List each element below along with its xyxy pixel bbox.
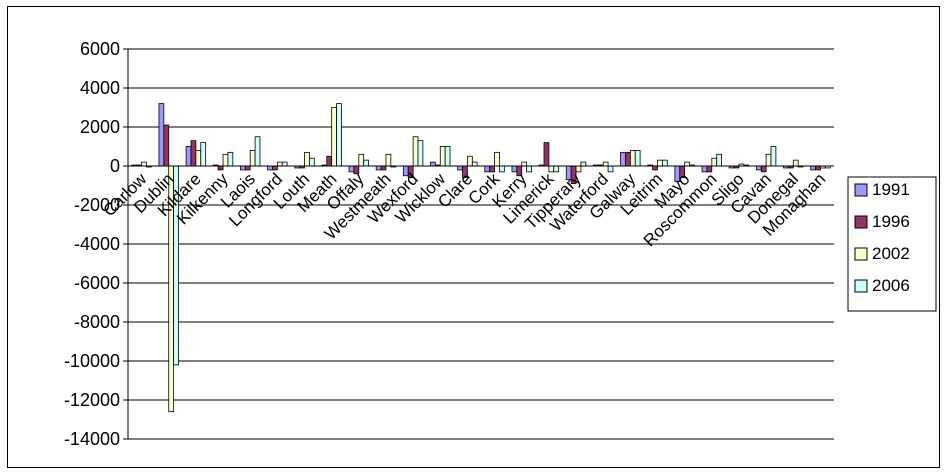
bar: [770, 146, 777, 167]
bar: [217, 165, 224, 171]
bar: [607, 165, 614, 173]
bar: [363, 159, 369, 167]
legend: 1991 1996 2002 2006: [847, 176, 937, 312]
y-tick-label: 4000: [80, 78, 120, 98]
bar: [185, 146, 192, 167]
bar: [358, 153, 365, 167]
bar: [200, 142, 207, 167]
bar: [281, 161, 288, 167]
bar: [580, 161, 587, 167]
bar: [249, 149, 256, 167]
bar: [521, 161, 528, 167]
bar: [543, 142, 550, 167]
bar: [792, 159, 799, 167]
bar: [412, 136, 419, 167]
bar: [158, 103, 165, 167]
bar: [336, 103, 342, 167]
bar: [634, 149, 641, 167]
bars: [131, 103, 831, 413]
bar: [244, 165, 251, 171]
bar: [304, 151, 310, 167]
bar: [684, 161, 690, 167]
bar: [326, 155, 333, 167]
y-tick-label: 6000: [80, 39, 120, 59]
bar: [163, 124, 170, 167]
bar: [141, 161, 147, 167]
bar: [254, 136, 261, 167]
legend-label: 1991: [872, 180, 910, 199]
legend-label: 2002: [872, 244, 910, 263]
bar: [499, 165, 505, 173]
bar: [190, 140, 197, 167]
bar: [195, 149, 202, 167]
y-tick-label: 2000: [80, 117, 120, 137]
legend-label: 1996: [872, 212, 910, 231]
bar: [444, 146, 451, 167]
bar: [439, 146, 446, 167]
bar: [620, 151, 626, 167]
bar: [629, 149, 636, 167]
bar: [467, 155, 473, 167]
y-tick-label: -6000: [74, 273, 120, 293]
y-tick-label: -10000: [64, 351, 120, 371]
bar: [765, 153, 772, 167]
bar: [553, 165, 560, 173]
bar: [657, 159, 663, 167]
bar: [716, 153, 722, 167]
legend-swatch: [854, 279, 868, 293]
chart-area: 6000 4000 2000 0 -2000 -4000 -6000 -8000 -10000 -…: [7, 6, 940, 468]
y-tick-label: -12000: [64, 390, 120, 410]
bar: [417, 140, 424, 167]
bar: [526, 165, 532, 173]
bar: [625, 151, 631, 167]
bar: [385, 153, 392, 167]
legend-swatch: [854, 247, 868, 261]
bar: [471, 161, 478, 167]
axes: [123, 48, 834, 440]
bar: [575, 165, 582, 173]
bar: [272, 165, 278, 171]
bar: [711, 157, 718, 167]
bar: [331, 107, 337, 167]
bar: [222, 153, 229, 167]
bar: [602, 161, 609, 167]
bar: [548, 165, 555, 173]
bar: [661, 159, 668, 167]
bar: [308, 157, 315, 167]
bar: [276, 161, 283, 167]
legend-label: 2006: [872, 276, 910, 295]
y-tick-label: -14000: [64, 429, 120, 449]
y-tick-label: -2000: [74, 195, 120, 215]
bar-chart: 6000 4000 2000 0 -2000 -4000 -6000 -8000 -10000 -…: [64, 39, 937, 449]
bar: [652, 165, 658, 171]
bar: [430, 161, 436, 167]
legend-swatch: [854, 215, 868, 229]
y-tick-label: -4000: [74, 234, 120, 254]
bar: [380, 165, 387, 171]
bar: [494, 151, 500, 167]
legend-swatch: [854, 183, 868, 197]
bar: [227, 151, 234, 167]
y-tick-label: -8000: [74, 312, 120, 332]
y-tick-label: 0: [110, 156, 120, 176]
bar: [815, 165, 821, 171]
